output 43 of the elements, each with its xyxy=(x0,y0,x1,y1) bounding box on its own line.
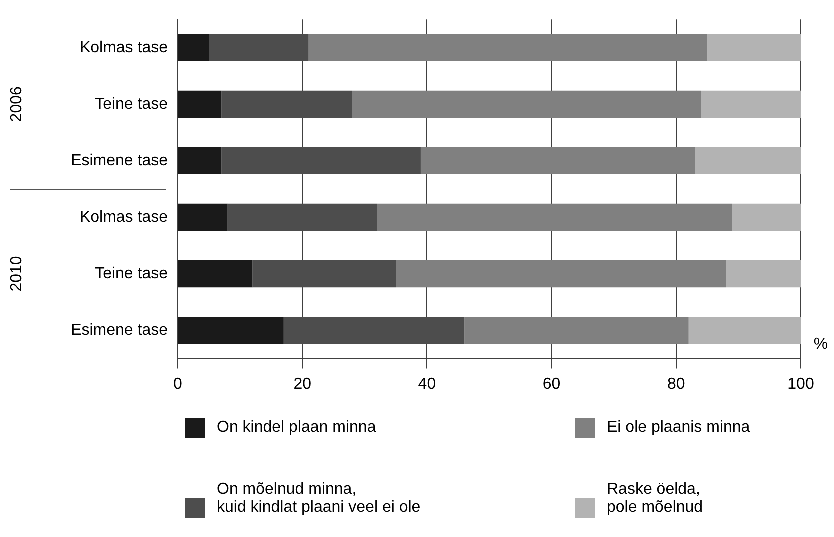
bar xyxy=(732,204,801,232)
x-tick-label: 40 xyxy=(418,376,436,393)
bar xyxy=(396,260,726,288)
bar xyxy=(178,90,222,118)
y-tick-label: Teine tase xyxy=(95,96,168,113)
bar xyxy=(178,204,228,232)
bar xyxy=(708,34,801,62)
bar xyxy=(420,147,696,174)
legend-label: Ei ole plaanis minna xyxy=(607,419,750,437)
text: 2006 xyxy=(8,86,26,122)
y-tick-label: Kolmas tase xyxy=(80,39,168,56)
x-tick-label: 60 xyxy=(542,376,561,393)
x-tick-label: 20 xyxy=(294,376,312,393)
bar xyxy=(695,147,801,174)
bar xyxy=(222,147,421,174)
bar xyxy=(228,204,378,232)
bar xyxy=(178,260,253,288)
legend-label: Raske öelda, pole mõelnud xyxy=(607,481,704,517)
x-tick-label: 80 xyxy=(668,376,686,393)
bar xyxy=(377,204,732,232)
bar xyxy=(352,90,702,118)
bar xyxy=(284,316,465,344)
bar xyxy=(464,316,689,344)
bar xyxy=(209,34,309,62)
y-tick-label: Esimene tase xyxy=(71,152,168,170)
y-tick-label: Kolmas tase xyxy=(80,208,168,226)
legend-label: On kindel plaan minna xyxy=(217,419,376,437)
bar xyxy=(178,147,222,174)
bar xyxy=(222,90,352,118)
y-tick-label: Teine tase xyxy=(95,265,168,282)
x-tick-label: 0 xyxy=(174,376,183,393)
x-axis-title: % xyxy=(814,336,828,354)
text: 2010 xyxy=(8,256,26,292)
bar xyxy=(308,34,708,62)
legend-label: On mõelnud minna, kuid kindlat plaani veel ei ole xyxy=(217,481,421,517)
bar xyxy=(178,316,284,344)
y-tick-label: Esimene tase xyxy=(71,322,168,339)
bar xyxy=(701,90,801,118)
bar xyxy=(726,260,801,288)
bar xyxy=(688,316,801,344)
bar xyxy=(252,260,396,288)
bar xyxy=(178,34,210,62)
x-tick-label: 100 xyxy=(788,376,814,393)
